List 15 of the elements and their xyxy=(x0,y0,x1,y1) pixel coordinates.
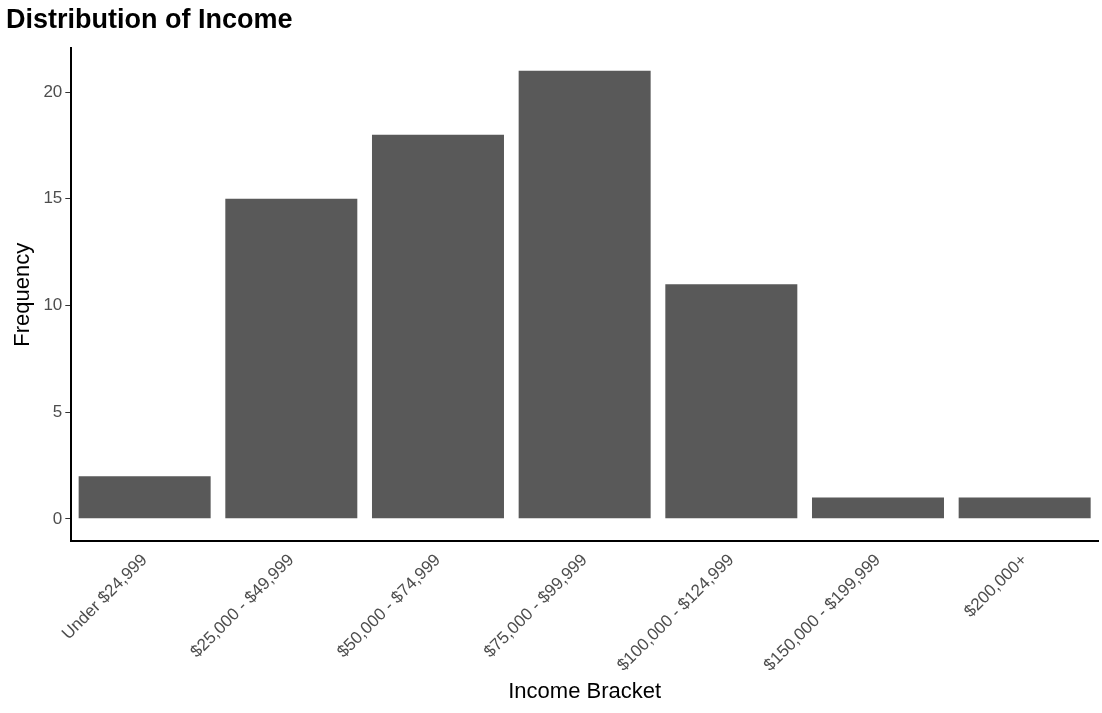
bar xyxy=(958,497,1091,519)
y-tick-label: 10 xyxy=(43,295,63,315)
bar xyxy=(518,70,651,519)
bar xyxy=(225,198,358,519)
x-axis-title: Income Bracket xyxy=(508,677,662,703)
y-tick-label: 0 xyxy=(52,508,63,528)
y-tick-label: 20 xyxy=(43,81,63,101)
y-tick-label: 5 xyxy=(52,401,63,421)
chart-title: Distribution of Income xyxy=(6,3,293,34)
y-axis-title: Frequency xyxy=(9,242,35,347)
bar xyxy=(811,497,944,519)
y-tick-label: 15 xyxy=(43,188,63,208)
bar xyxy=(78,476,211,519)
bar xyxy=(665,284,798,519)
bar xyxy=(371,134,504,519)
